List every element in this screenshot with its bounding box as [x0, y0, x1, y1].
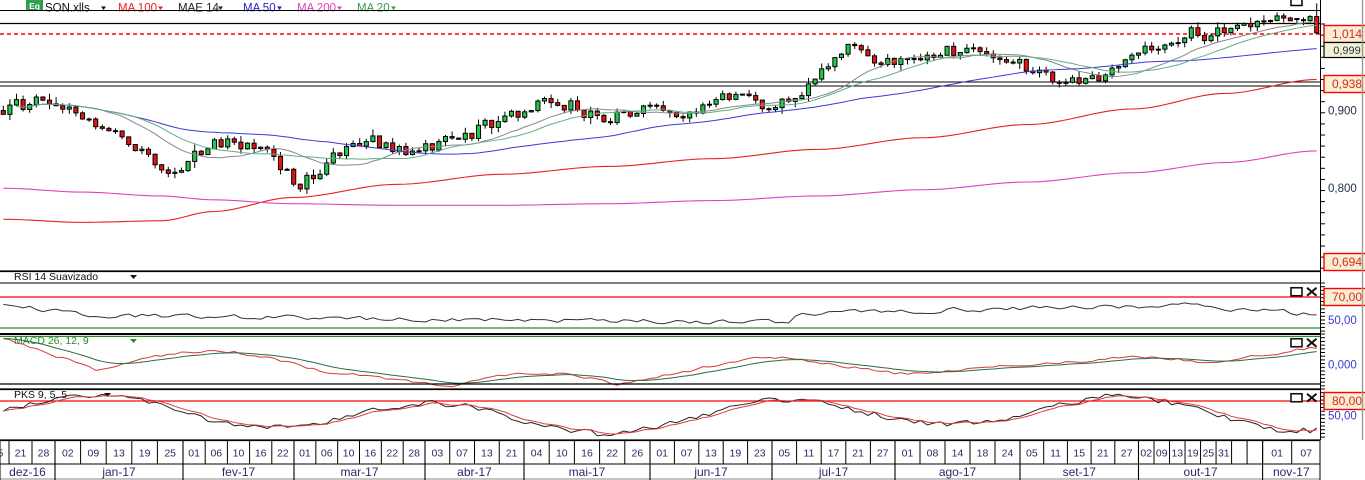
svg-text:28: 28	[408, 448, 420, 460]
svg-text:21: 21	[506, 448, 518, 460]
svg-text:05: 05	[1026, 448, 1038, 460]
svg-text:16: 16	[255, 448, 267, 460]
svg-text:80,00: 80,00	[1332, 394, 1362, 408]
svg-text:17: 17	[828, 448, 840, 460]
svg-text:02: 02	[62, 448, 74, 460]
svg-text:0,938: 0,938	[1332, 77, 1362, 91]
svg-text:19: 19	[139, 448, 151, 460]
svg-text:abr-17: abr-17	[457, 465, 492, 479]
svg-text:21: 21	[1097, 448, 1109, 460]
svg-text:MA 50: MA 50	[243, 3, 276, 15]
svg-text:MA 200: MA 200	[297, 3, 336, 15]
svg-text:10: 10	[343, 448, 355, 460]
svg-text:01: 01	[902, 448, 914, 460]
svg-text:26: 26	[632, 448, 644, 460]
svg-text:21: 21	[852, 448, 864, 460]
svg-text:13: 13	[481, 448, 493, 460]
svg-text:jul-17: jul-17	[818, 465, 849, 479]
svg-text:jan-17: jan-17	[101, 465, 136, 479]
svg-text:06: 06	[321, 448, 333, 460]
svg-text:MA 100: MA 100	[118, 3, 157, 15]
svg-text:18: 18	[977, 448, 989, 460]
svg-text:05: 05	[778, 448, 790, 460]
svg-text:15: 15	[1073, 448, 1085, 460]
svg-text:11: 11	[1050, 448, 1061, 460]
svg-text:jun-17: jun-17	[693, 465, 728, 479]
svg-text:01: 01	[656, 448, 668, 460]
svg-text:13: 13	[1171, 448, 1183, 460]
svg-text:21: 21	[15, 448, 27, 460]
svg-text:50,00: 50,00	[1328, 411, 1357, 423]
svg-text:16: 16	[581, 448, 593, 460]
svg-text:22: 22	[606, 448, 618, 460]
svg-text:07: 07	[456, 448, 468, 460]
svg-text:09: 09	[1156, 448, 1168, 460]
svg-text:ago-17: ago-17	[939, 465, 977, 479]
svg-text:Eq: Eq	[29, 1, 40, 11]
svg-text:04: 04	[531, 448, 543, 460]
svg-text:nov-17: nov-17	[1273, 465, 1310, 479]
svg-text:06: 06	[210, 448, 222, 460]
svg-text:1,014: 1,014	[1332, 27, 1362, 41]
svg-text:13: 13	[113, 448, 125, 460]
svg-text:10: 10	[233, 448, 245, 460]
svg-text:0,800: 0,800	[1328, 183, 1357, 195]
svg-text:15: 15	[0, 448, 3, 460]
svg-text:01: 01	[299, 448, 311, 460]
svg-text:07: 07	[681, 448, 693, 460]
svg-text:27: 27	[1121, 448, 1133, 460]
svg-text:10: 10	[556, 448, 568, 460]
svg-text:25: 25	[164, 448, 176, 460]
svg-text:fev-17: fev-17	[222, 465, 256, 479]
svg-text:mai-17: mai-17	[569, 465, 606, 479]
svg-text:01: 01	[188, 448, 200, 460]
svg-text:16: 16	[365, 448, 377, 460]
svg-text:MAE 14: MAE 14	[178, 3, 220, 15]
svg-text:07: 07	[1300, 448, 1312, 460]
svg-text:19: 19	[1187, 448, 1199, 460]
svg-text:0,000: 0,000	[1328, 359, 1357, 371]
svg-text:03: 03	[432, 448, 444, 460]
svg-text:31: 31	[1218, 448, 1230, 460]
svg-text:09: 09	[88, 448, 100, 460]
svg-text:22: 22	[277, 448, 289, 460]
svg-text:02: 02	[1140, 448, 1152, 460]
svg-text:24: 24	[1002, 448, 1014, 460]
svg-text:0,900: 0,900	[1328, 106, 1357, 118]
svg-text:0,999: 0,999	[1333, 45, 1361, 57]
svg-text:25: 25	[1202, 448, 1214, 460]
svg-text:01: 01	[1271, 448, 1283, 460]
svg-text:23: 23	[754, 448, 766, 460]
svg-text:PKS 9, 5, 5: PKS 9, 5, 5	[14, 389, 67, 401]
svg-text:70,00: 70,00	[1332, 290, 1362, 304]
svg-text:13: 13	[705, 448, 717, 460]
svg-text:0,694: 0,694	[1332, 255, 1362, 269]
svg-text:dez-16: dez-16	[9, 465, 46, 479]
svg-text:14: 14	[952, 448, 964, 460]
svg-text:RSI 14 Suavizado: RSI 14 Suavizado	[14, 271, 98, 283]
svg-text:28: 28	[38, 448, 50, 460]
svg-text:50,00: 50,00	[1328, 315, 1357, 327]
svg-text:11: 11	[803, 448, 814, 460]
svg-text:mar-17: mar-17	[340, 465, 378, 479]
svg-text:27: 27	[877, 448, 889, 460]
svg-text:out-17: out-17	[1184, 465, 1218, 479]
svg-text:19: 19	[730, 448, 742, 460]
svg-text:SON.xlls: SON.xlls	[45, 3, 90, 15]
svg-text:MA 20: MA 20	[357, 3, 390, 15]
svg-text:set-17: set-17	[1063, 465, 1097, 479]
svg-text:08: 08	[927, 448, 939, 460]
svg-text:22: 22	[386, 448, 398, 460]
